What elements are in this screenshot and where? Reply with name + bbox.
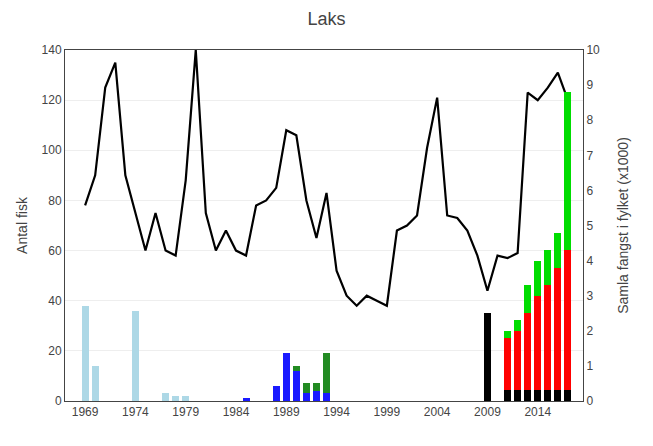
svg-text:Laks: Laks <box>307 9 345 29</box>
svg-text:1984: 1984 <box>223 405 250 419</box>
svg-text:6: 6 <box>586 184 593 198</box>
svg-text:1979: 1979 <box>172 405 199 419</box>
svg-text:2004: 2004 <box>424 405 451 419</box>
svg-text:2009: 2009 <box>474 405 501 419</box>
svg-text:2: 2 <box>586 324 593 338</box>
svg-text:5: 5 <box>586 219 593 233</box>
svg-text:100: 100 <box>42 143 62 157</box>
svg-text:1: 1 <box>586 359 593 373</box>
svg-text:0: 0 <box>55 394 62 408</box>
svg-text:120: 120 <box>42 93 62 107</box>
svg-text:7: 7 <box>586 149 593 163</box>
svg-text:80: 80 <box>48 194 62 208</box>
svg-text:8: 8 <box>586 113 593 127</box>
svg-text:1989: 1989 <box>273 405 300 419</box>
svg-text:10: 10 <box>586 43 600 57</box>
svg-text:Samla fangst i fylket (x1000): Samla fangst i fylket (x1000) <box>615 137 631 314</box>
svg-text:20: 20 <box>48 344 62 358</box>
svg-text:1974: 1974 <box>122 405 149 419</box>
svg-text:2014: 2014 <box>524 405 551 419</box>
svg-text:1994: 1994 <box>323 405 350 419</box>
svg-text:9: 9 <box>586 78 593 92</box>
svg-text:4: 4 <box>586 254 593 268</box>
svg-text:0: 0 <box>586 394 593 408</box>
svg-text:1969: 1969 <box>72 405 99 419</box>
svg-text:3: 3 <box>586 289 593 303</box>
svg-text:60: 60 <box>48 244 62 258</box>
svg-text:Antal fisk: Antal fisk <box>14 196 30 254</box>
svg-text:140: 140 <box>42 43 62 57</box>
svg-text:1999: 1999 <box>374 405 401 419</box>
svg-text:40: 40 <box>48 294 62 308</box>
